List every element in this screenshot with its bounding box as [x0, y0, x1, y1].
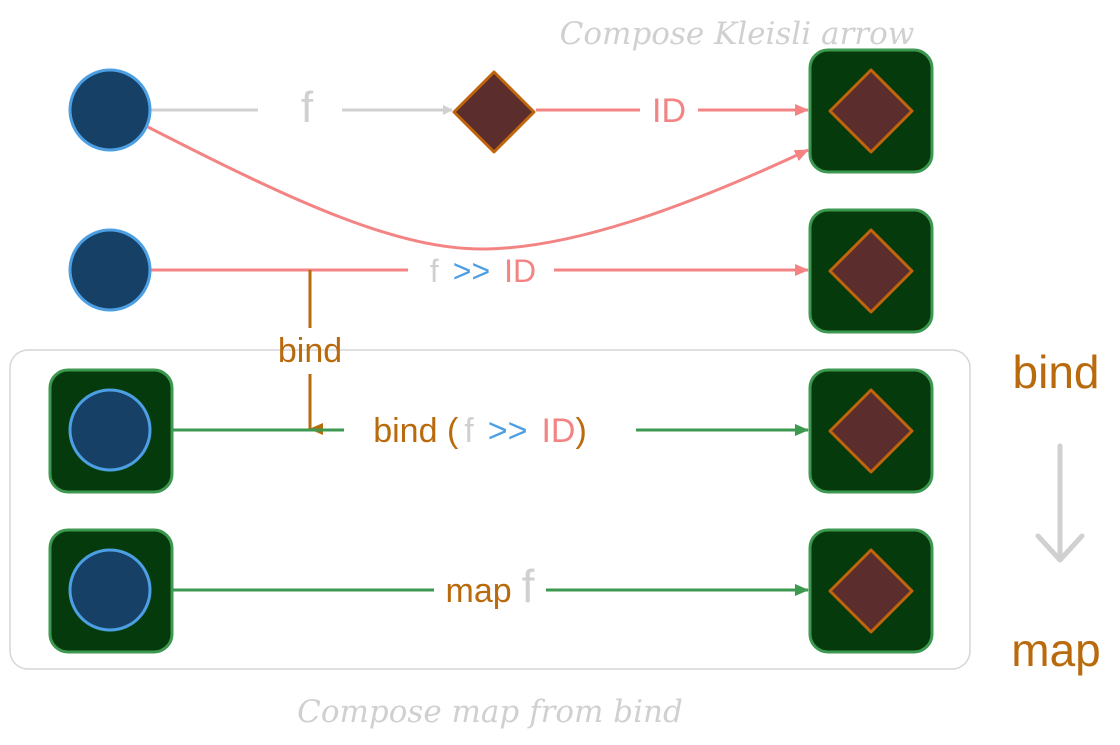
row1-input-circle	[68, 68, 152, 152]
row4-output-diamond	[828, 548, 914, 634]
row1-output-diamond	[828, 68, 914, 154]
side-map-label: map	[1011, 624, 1100, 676]
row3-label: bind (f >> ID)	[373, 412, 587, 450]
row2-f: f	[430, 253, 439, 289]
group-box	[9, 349, 971, 670]
composed-curve-arrow	[147, 125, 809, 251]
row2-op: >>	[453, 253, 490, 289]
title-compose-map-from-bind: Compose map from bind	[297, 694, 683, 730]
row3-output-diamond	[828, 388, 914, 474]
row1-f-label: f	[301, 83, 314, 132]
row1-middle-diamond	[452, 70, 536, 154]
row4-label: map f	[446, 560, 535, 612]
row3-id: ID	[541, 412, 575, 450]
down-arrow-icon	[1035, 443, 1085, 563]
row2-input-circle	[68, 228, 152, 312]
row2-id: ID	[504, 253, 536, 289]
row3-bind: bind (	[373, 412, 459, 450]
row2-label: f >> ID	[430, 253, 536, 289]
row4-map: map	[446, 572, 512, 610]
row4-input-circle	[68, 548, 152, 632]
row3-close: )	[575, 412, 586, 450]
bind-connector-label: bind	[278, 332, 342, 370]
row3-f: f	[464, 412, 474, 450]
row1-id-label: ID	[652, 92, 686, 130]
row3-op: >>	[488, 412, 528, 450]
row3-input-circle	[68, 388, 152, 472]
row2-output-diamond	[828, 228, 914, 314]
row4-f: f	[522, 560, 535, 612]
title-compose-kleisli: Compose Kleisli arrow	[560, 16, 915, 52]
side-bind-label: bind	[1013, 346, 1100, 398]
